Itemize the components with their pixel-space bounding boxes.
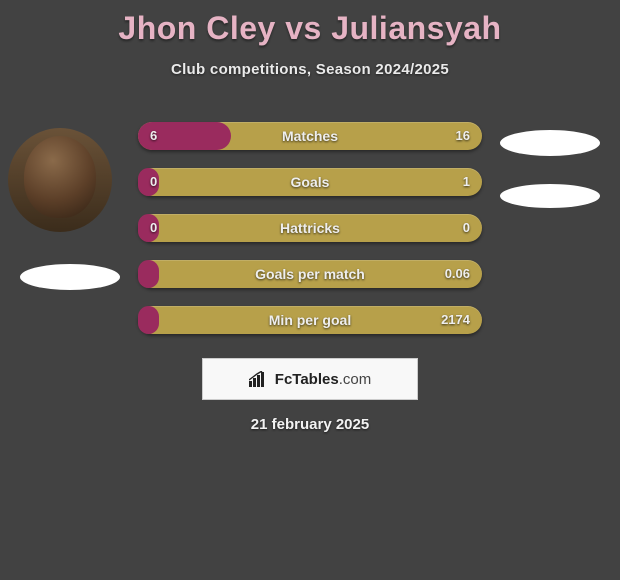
player-left-avatar (8, 128, 112, 232)
stat-label: Goals per match (138, 260, 482, 288)
stat-bar: 6 Matches 16 (138, 122, 482, 150)
avatar-face (24, 136, 96, 218)
stat-label: Hattricks (138, 214, 482, 242)
stat-value-right: 2174 (441, 306, 470, 334)
player-right-badge-2 (500, 184, 600, 208)
logo-text: FcTables.com (275, 371, 371, 388)
stat-label: Matches (138, 122, 482, 150)
stat-bar: 0 Hattricks 0 (138, 214, 482, 242)
page-title: Jhon Cley vs Juliansyah (0, 0, 620, 47)
player-right-badge-1 (500, 130, 600, 156)
stat-bar: Min per goal 2174 (138, 306, 482, 334)
stat-label: Goals (138, 168, 482, 196)
subtitle: Club competitions, Season 2024/2025 (0, 61, 620, 78)
stat-bars: 6 Matches 16 0 Goals 1 0 Hattricks 0 Goa… (138, 122, 482, 352)
comparison-date: 21 february 2025 (0, 416, 620, 433)
logo-domain: .com (339, 371, 372, 388)
stat-value-right: 0.06 (445, 260, 470, 288)
stat-value-right: 16 (456, 122, 470, 150)
stat-bar: Goals per match 0.06 (138, 260, 482, 288)
stat-value-right: 1 (463, 168, 470, 196)
fctables-logo[interactable]: FcTables.com (202, 358, 418, 400)
logo-brand: FcTables (275, 371, 339, 388)
stat-label: Min per goal (138, 306, 482, 334)
stat-bar: 0 Goals 1 (138, 168, 482, 196)
stat-value-right: 0 (463, 214, 470, 242)
player-left-badge (20, 264, 120, 290)
bar-chart-icon (249, 371, 269, 387)
